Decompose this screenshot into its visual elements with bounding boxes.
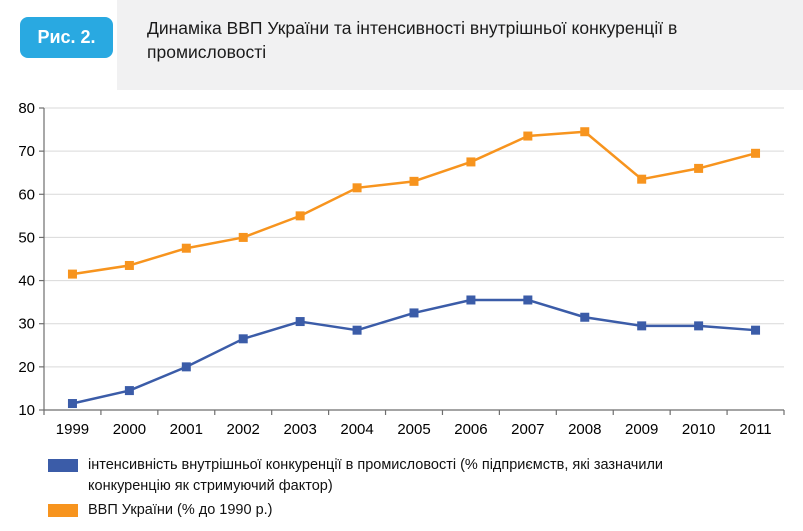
svg-text:2006: 2006 [454,421,487,438]
legend-label-competition: інтенсивність внутрішньої конкуренції в … [88,457,664,495]
legend-item-gdp: ВВП України (% до 1990 р.) [48,500,803,521]
legend-swatch-competition [48,459,78,472]
figure-header: Рис. 2. Динаміка ВВП України та інтенсив… [0,0,803,90]
svg-text:2010: 2010 [682,421,715,438]
legend-label-gdp: ВВП України (% до 1990 р.) [88,502,273,519]
svg-text:20: 20 [18,359,35,376]
svg-text:2004: 2004 [340,421,373,438]
svg-text:30: 30 [18,316,35,333]
figure-number-badge: Рис. 2. [20,17,113,58]
svg-text:2000: 2000 [113,421,146,438]
svg-text:80: 80 [18,100,35,117]
svg-text:50: 50 [18,229,35,246]
figure-title: Динаміка ВВП України та інтенсивності вн… [147,18,678,63]
svg-text:60: 60 [18,186,35,203]
svg-text:2008: 2008 [568,421,601,438]
svg-text:1999: 1999 [56,421,89,438]
svg-text:2005: 2005 [397,421,430,438]
legend-swatch-gdp [48,504,78,518]
legend-item-competition: інтенсивність внутрішньої конкуренції в … [48,455,803,497]
chart-legend: інтенсивність внутрішньої конкуренції в … [48,455,803,521]
svg-text:40: 40 [18,273,35,290]
svg-text:2011: 2011 [739,421,771,438]
svg-text:70: 70 [18,143,35,160]
header-background [117,0,803,90]
svg-text:2009: 2009 [625,421,658,438]
svg-text:2007: 2007 [511,421,544,438]
svg-text:2003: 2003 [283,421,316,438]
svg-text:10: 10 [18,402,35,419]
chart-area: 10 20 30 40 50 60 70 80 1999 2000 2001 2002 2003 2004… [0,96,803,453]
svg-text:2002: 2002 [227,421,260,438]
line-chart: 10 20 30 40 50 60 70 80 1999 2000 2001 2002 2003 2004… [18,100,785,438]
svg-text:2001: 2001 [170,421,203,438]
